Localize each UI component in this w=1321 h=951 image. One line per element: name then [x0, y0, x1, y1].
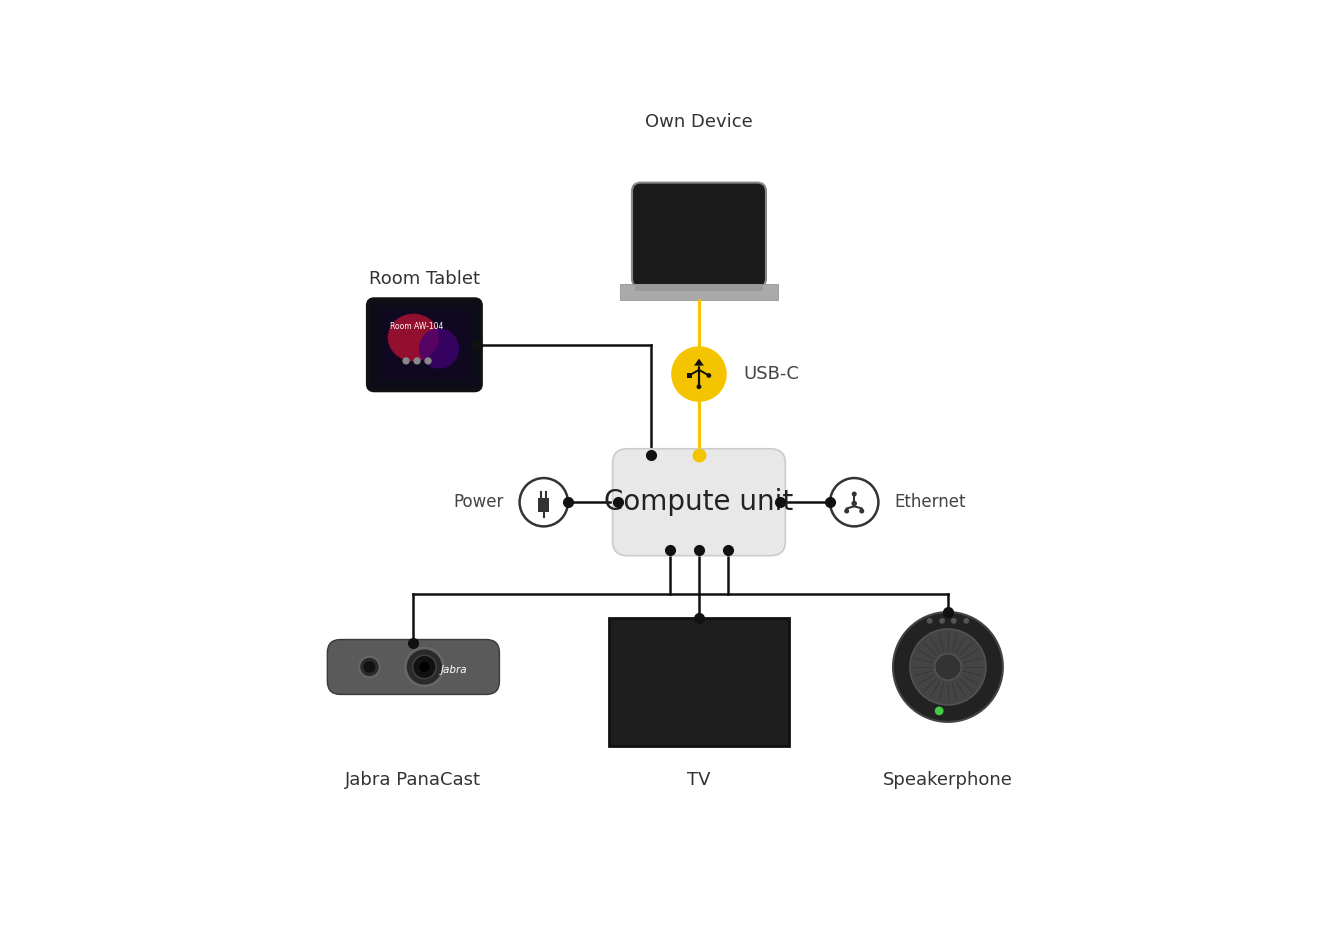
- Circle shape: [359, 657, 379, 677]
- Circle shape: [413, 358, 420, 364]
- Bar: [609, 617, 789, 746]
- Text: Jabra: Jabra: [440, 665, 468, 675]
- Circle shape: [852, 492, 857, 496]
- FancyBboxPatch shape: [328, 639, 499, 694]
- FancyBboxPatch shape: [367, 299, 481, 391]
- Ellipse shape: [388, 314, 439, 361]
- Circle shape: [519, 478, 568, 527]
- Circle shape: [419, 662, 429, 672]
- Text: TV: TV: [687, 771, 711, 789]
- Text: Power: Power: [453, 494, 503, 512]
- Circle shape: [935, 707, 943, 715]
- Circle shape: [927, 618, 933, 624]
- Text: Ethernet: Ethernet: [894, 494, 966, 512]
- Text: Room Tablet: Room Tablet: [369, 270, 480, 288]
- FancyBboxPatch shape: [613, 449, 786, 555]
- Polygon shape: [694, 359, 704, 365]
- Text: Speakerphone: Speakerphone: [882, 771, 1013, 789]
- Bar: [379, 310, 469, 379]
- Circle shape: [893, 612, 1003, 722]
- Bar: [687, 373, 691, 378]
- Circle shape: [406, 648, 444, 686]
- Bar: [621, 284, 778, 301]
- Circle shape: [830, 478, 878, 527]
- FancyBboxPatch shape: [631, 183, 766, 287]
- Circle shape: [412, 655, 436, 679]
- Circle shape: [935, 653, 962, 680]
- Text: USB-C: USB-C: [742, 365, 799, 383]
- Circle shape: [963, 618, 970, 624]
- Text: Room AW-104: Room AW-104: [391, 322, 444, 331]
- Circle shape: [672, 347, 727, 401]
- Circle shape: [852, 501, 857, 506]
- Circle shape: [910, 629, 985, 705]
- Bar: [539, 498, 550, 512]
- Circle shape: [363, 661, 375, 673]
- Bar: [635, 284, 764, 291]
- Text: Own Device: Own Device: [645, 112, 753, 130]
- Circle shape: [859, 509, 864, 514]
- Circle shape: [844, 509, 849, 514]
- Circle shape: [696, 384, 701, 389]
- Text: Jabra PanaCast: Jabra PanaCast: [345, 771, 481, 789]
- Circle shape: [707, 373, 711, 378]
- Text: Compute unit: Compute unit: [604, 488, 794, 516]
- Circle shape: [403, 358, 410, 364]
- Circle shape: [939, 618, 945, 624]
- Ellipse shape: [419, 328, 460, 369]
- Circle shape: [424, 358, 432, 364]
- Circle shape: [951, 618, 956, 624]
